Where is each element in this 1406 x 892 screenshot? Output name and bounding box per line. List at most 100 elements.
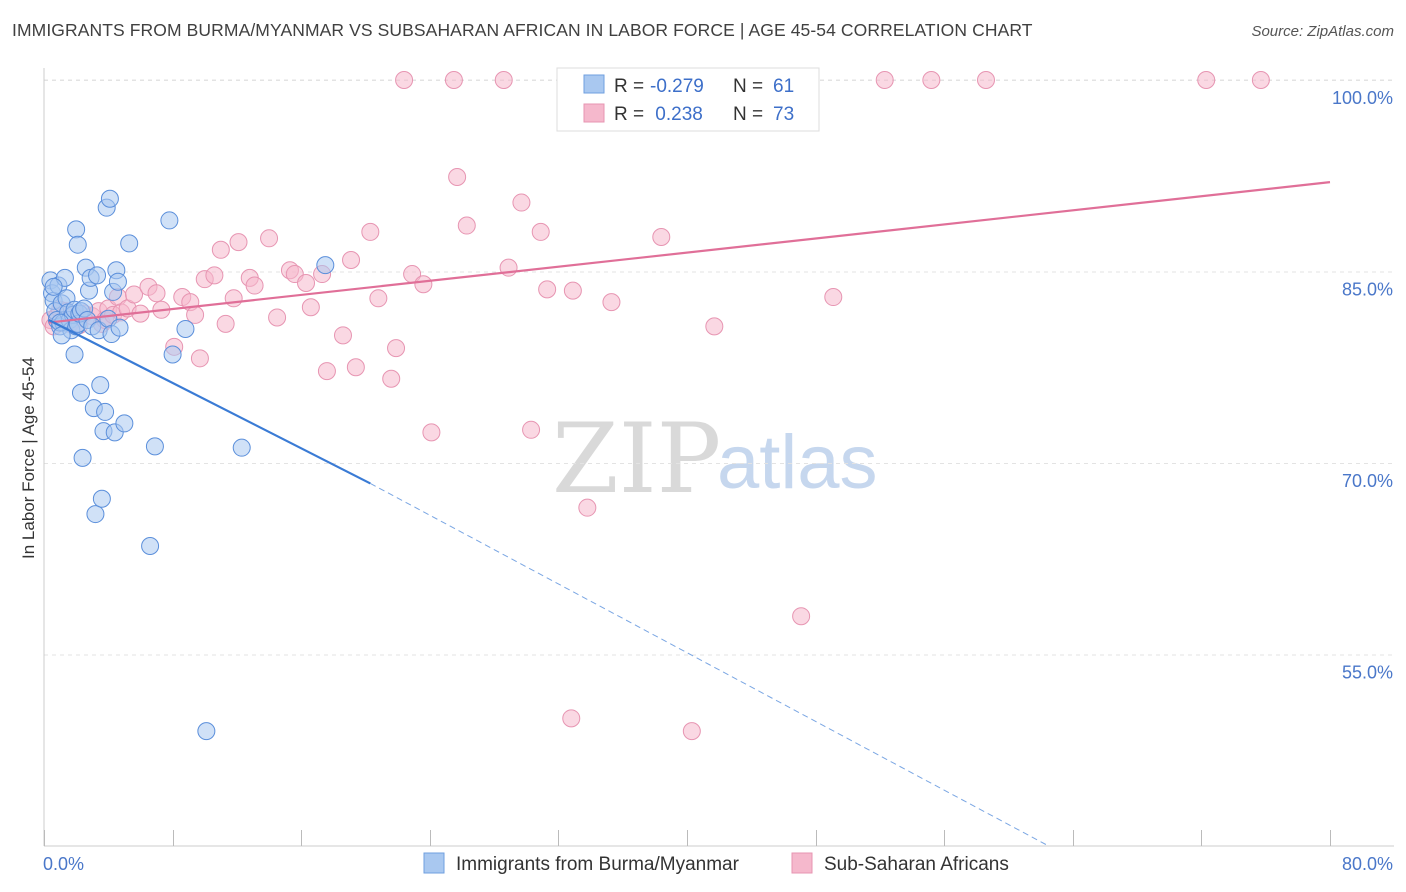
pink-point bbox=[705, 317, 724, 336]
blue-point bbox=[91, 376, 110, 395]
pink-point bbox=[457, 216, 476, 235]
pink-point bbox=[444, 71, 463, 89]
bottom-legend-blue-label: Immigrants from Burma/Myanmar bbox=[456, 854, 740, 875]
legend-blue-n-value: 61 bbox=[773, 76, 794, 97]
pink-point bbox=[268, 308, 287, 327]
pink-point bbox=[531, 222, 550, 241]
pink-point bbox=[494, 71, 513, 89]
pink-point bbox=[229, 233, 248, 252]
legend-pink-n-label: N = bbox=[733, 104, 763, 125]
source-label: Source: ZipAtlas.com bbox=[1251, 23, 1394, 40]
blue-trend-line bbox=[48, 319, 371, 485]
x-ticks bbox=[44, 830, 1331, 846]
pink-point bbox=[563, 281, 582, 300]
bottom-legend-pink-label: Sub-Saharan Africans bbox=[824, 854, 1009, 875]
pink-point bbox=[297, 273, 316, 292]
blue-point bbox=[197, 722, 216, 741]
pink-point bbox=[875, 71, 894, 89]
blue-point bbox=[88, 266, 107, 285]
blue-point bbox=[92, 489, 111, 508]
pink-point bbox=[190, 349, 209, 368]
pink-point bbox=[578, 498, 597, 517]
pink-point bbox=[245, 276, 264, 295]
gridlines bbox=[44, 79, 1394, 656]
bottom-legend-pink-swatch bbox=[791, 852, 813, 874]
blue-point bbox=[145, 437, 164, 456]
x-tick-label-min: 0.0% bbox=[43, 854, 84, 874]
watermark-atlas: atlas bbox=[717, 420, 878, 505]
blue-point bbox=[67, 220, 86, 239]
pink-point bbox=[125, 285, 144, 304]
series-burma-points bbox=[41, 189, 335, 741]
legend-blue-r-value: -0.279 bbox=[650, 76, 704, 97]
blue-point bbox=[71, 383, 90, 402]
series-legend: Immigrants from Burma/Myanmar Sub-Sahara… bbox=[423, 852, 1009, 875]
pink-point bbox=[147, 284, 166, 303]
pink-point bbox=[382, 369, 401, 388]
pink-point bbox=[1251, 71, 1270, 89]
y-tick-label: 70.0% bbox=[1342, 471, 1393, 491]
correlation-legend: R = -0.279 N = 61 R = 0.238 N = 73 bbox=[556, 67, 820, 132]
trend-lines bbox=[48, 181, 1331, 847]
pink-point bbox=[448, 168, 467, 187]
pink-point bbox=[342, 251, 361, 270]
y-tick-label: 85.0% bbox=[1342, 280, 1393, 300]
pink-point bbox=[260, 229, 279, 248]
axes bbox=[43, 68, 1394, 847]
blue-point bbox=[163, 345, 182, 364]
blue-point bbox=[141, 536, 160, 555]
pink-trend-line bbox=[48, 181, 1331, 324]
legend-pink-r-value: 0.238 bbox=[650, 104, 703, 125]
blue-point bbox=[44, 277, 63, 296]
pink-point bbox=[792, 607, 811, 626]
pink-point bbox=[824, 288, 843, 307]
blue-point bbox=[108, 272, 127, 291]
legend-blue-r-label: R = bbox=[614, 76, 644, 97]
y-tick-labels: 55.0% 70.0% 85.0% 100.0% bbox=[1332, 88, 1393, 683]
pink-point bbox=[682, 722, 701, 741]
pink-point bbox=[522, 420, 541, 439]
blue-point bbox=[110, 318, 129, 337]
legend-blue-swatch bbox=[583, 74, 605, 94]
legend-blue-n-label: N = bbox=[733, 76, 763, 97]
blue-point bbox=[115, 414, 134, 433]
y-tick-label: 100.0% bbox=[1332, 88, 1393, 108]
blue-trend-extension bbox=[370, 482, 1049, 847]
blue-point bbox=[316, 256, 335, 275]
pink-point bbox=[1197, 71, 1216, 89]
blue-point bbox=[86, 505, 105, 524]
pink-point bbox=[224, 289, 243, 308]
blue-point bbox=[232, 438, 251, 457]
pink-point bbox=[205, 266, 224, 285]
blue-point bbox=[65, 345, 84, 364]
blue-point bbox=[68, 235, 87, 254]
pink-point bbox=[922, 71, 941, 89]
blue-point bbox=[160, 211, 179, 230]
watermark-zip: ZIP bbox=[552, 403, 721, 515]
pink-point bbox=[333, 326, 352, 345]
pink-point bbox=[387, 339, 406, 358]
blue-point bbox=[120, 234, 139, 253]
blue-point bbox=[96, 402, 115, 421]
pink-point bbox=[414, 275, 433, 294]
pink-point bbox=[369, 289, 388, 308]
pink-point bbox=[317, 362, 336, 381]
blue-point bbox=[100, 189, 119, 208]
pink-point bbox=[512, 193, 531, 212]
blue-point bbox=[73, 448, 92, 467]
legend-pink-n-value: 73 bbox=[773, 104, 794, 125]
pink-point bbox=[538, 280, 557, 299]
bottom-legend-blue-swatch bbox=[423, 852, 445, 874]
legend-pink-r-label: R = bbox=[614, 104, 644, 125]
y-tick-label: 55.0% bbox=[1342, 663, 1393, 683]
legend-pink-swatch bbox=[583, 103, 605, 123]
pink-point bbox=[422, 423, 441, 442]
pink-point bbox=[216, 314, 235, 333]
pink-point bbox=[301, 298, 320, 317]
pink-point bbox=[976, 71, 995, 89]
y-axis-title: In Labor Force | Age 45-54 bbox=[19, 357, 38, 559]
chart-title: IMMIGRANTS FROM BURMA/MYANMAR VS SUBSAHA… bbox=[12, 20, 1033, 40]
pink-point bbox=[395, 71, 414, 89]
pink-point bbox=[602, 293, 621, 312]
